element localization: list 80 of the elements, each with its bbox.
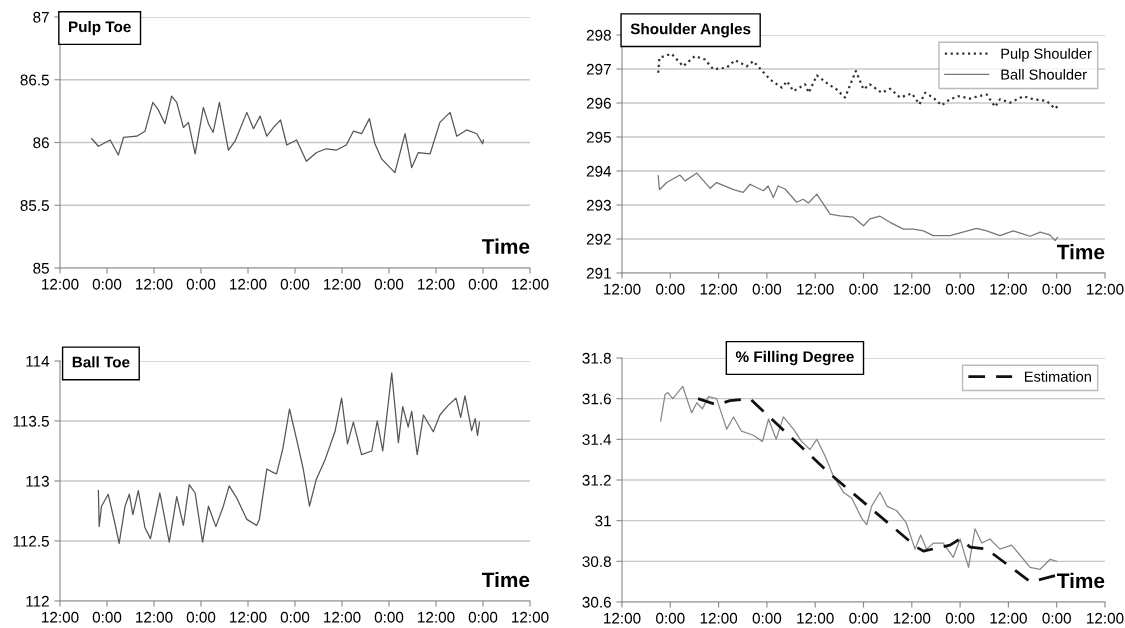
x-tick-label: 0:00 <box>186 278 216 290</box>
x-tick-label: 12:00 <box>512 611 549 623</box>
y-tick-label: 114 <box>26 356 50 367</box>
x-tick-label: 12:00 <box>797 612 834 624</box>
x-tick-label: 0:00 <box>752 283 782 295</box>
x-tick-label: 12:00 <box>893 283 931 295</box>
y-tick-label: 112 <box>26 595 49 607</box>
y-tick-label: 31.6 <box>582 393 611 405</box>
x-tick-label: 12:00 <box>512 278 549 290</box>
x-tick-label: 0:00 <box>656 283 685 295</box>
x-tick-label: 0:00 <box>656 612 685 624</box>
y-tick-label: 30.6 <box>582 596 611 608</box>
x-tick-label: 12:00 <box>136 278 173 290</box>
y-tick-label: 87 <box>33 11 49 23</box>
x-tick-label: 12:00 <box>418 278 455 290</box>
y-tick-label: 112.5 <box>13 535 49 547</box>
x-tick-label: 12:00 <box>324 611 361 623</box>
x-tick-label: 12:00 <box>604 612 641 624</box>
chart-title: Ball Toe <box>72 356 130 368</box>
y-tick-label: 31.2 <box>582 474 611 486</box>
x-tick-label: 12:00 <box>42 278 79 290</box>
x-tick-label: 0:00 <box>849 612 878 624</box>
y-tick-label: 295 <box>586 131 611 143</box>
x-tick-label: 12:00 <box>990 612 1027 624</box>
x-tick-label: 0:00 <box>1042 612 1071 624</box>
y-tick-label: 298 <box>586 29 611 41</box>
y-tick-label: 86.5 <box>20 74 49 86</box>
x-tick-label: 12:00 <box>230 278 267 290</box>
x-tick-label: 0:00 <box>945 612 975 624</box>
legend-label: Ball Shoulder <box>1001 69 1087 80</box>
y-tick-label: 292 <box>586 233 611 245</box>
y-tick-label: 293 <box>586 199 611 211</box>
x-tick-label: 0:00 <box>92 278 122 290</box>
x-tick-label: 12:00 <box>797 283 834 295</box>
x-tick-label: 0:00 <box>374 611 404 623</box>
y-tick-label: 113.5 <box>13 415 49 427</box>
x-tick-label: 0:00 <box>468 278 498 290</box>
x-tick-label: 12:00 <box>604 283 641 295</box>
y-tick-label: 30.8 <box>582 556 611 568</box>
x-tick-label: 12:00 <box>1087 612 1124 624</box>
chart-title: Pulp Toe <box>69 20 131 36</box>
x-tick-label: 12:00 <box>700 283 738 295</box>
x-tick-label: 12:00 <box>230 611 267 623</box>
x-tick-label: 0:00 <box>1042 283 1071 295</box>
x-tick-label: 12:00 <box>1087 283 1124 295</box>
x-tick-label: 12:00 <box>990 283 1027 295</box>
x-tick-label: 0:00 <box>92 611 122 623</box>
x-tick-label: 0:00 <box>374 278 404 290</box>
legend-label: Pulp Shoulder <box>1001 48 1092 62</box>
x-tick-label: 12:00 <box>418 611 455 623</box>
x-tick-label: 0:00 <box>468 611 498 623</box>
chart-title: Shoulder Angles <box>630 23 751 38</box>
x-axis-title: Time <box>1056 244 1105 260</box>
x-tick-label: 0:00 <box>280 278 310 290</box>
x-tick-label: 0:00 <box>849 283 878 295</box>
y-tick-label: 85.5 <box>20 200 49 211</box>
y-tick-label: 113 <box>26 475 49 487</box>
y-tick-label: 85 <box>33 262 49 274</box>
x-axis-title: Time <box>1056 572 1105 589</box>
y-tick-label: 31.8 <box>582 352 611 364</box>
x-tick-label: 12:00 <box>700 612 738 624</box>
x-tick-label: 12:00 <box>893 612 931 624</box>
x-tick-label: 12:00 <box>136 611 173 623</box>
x-tick-label: 0:00 <box>280 611 310 623</box>
chart-title: % Filling Degree <box>735 350 854 366</box>
x-tick-label: 0:00 <box>945 283 975 295</box>
y-tick-label: 31.4 <box>582 434 612 446</box>
x-tick-label: 12:00 <box>324 278 361 290</box>
x-tick-label: 12:00 <box>42 611 79 623</box>
y-tick-label: 291 <box>586 267 611 279</box>
x-axis-title: Time <box>481 238 530 254</box>
y-tick-label: 294 <box>586 165 612 177</box>
y-tick-label: 296 <box>586 97 611 109</box>
x-axis-title: Time <box>481 571 530 588</box>
y-tick-label: 86 <box>33 137 49 149</box>
y-tick-label: 31 <box>595 515 611 527</box>
y-tick-label: 297 <box>586 63 611 75</box>
legend-label: Estimation <box>1024 371 1091 382</box>
x-tick-label: 0:00 <box>186 611 216 623</box>
x-tick-label: 0:00 <box>752 612 782 624</box>
